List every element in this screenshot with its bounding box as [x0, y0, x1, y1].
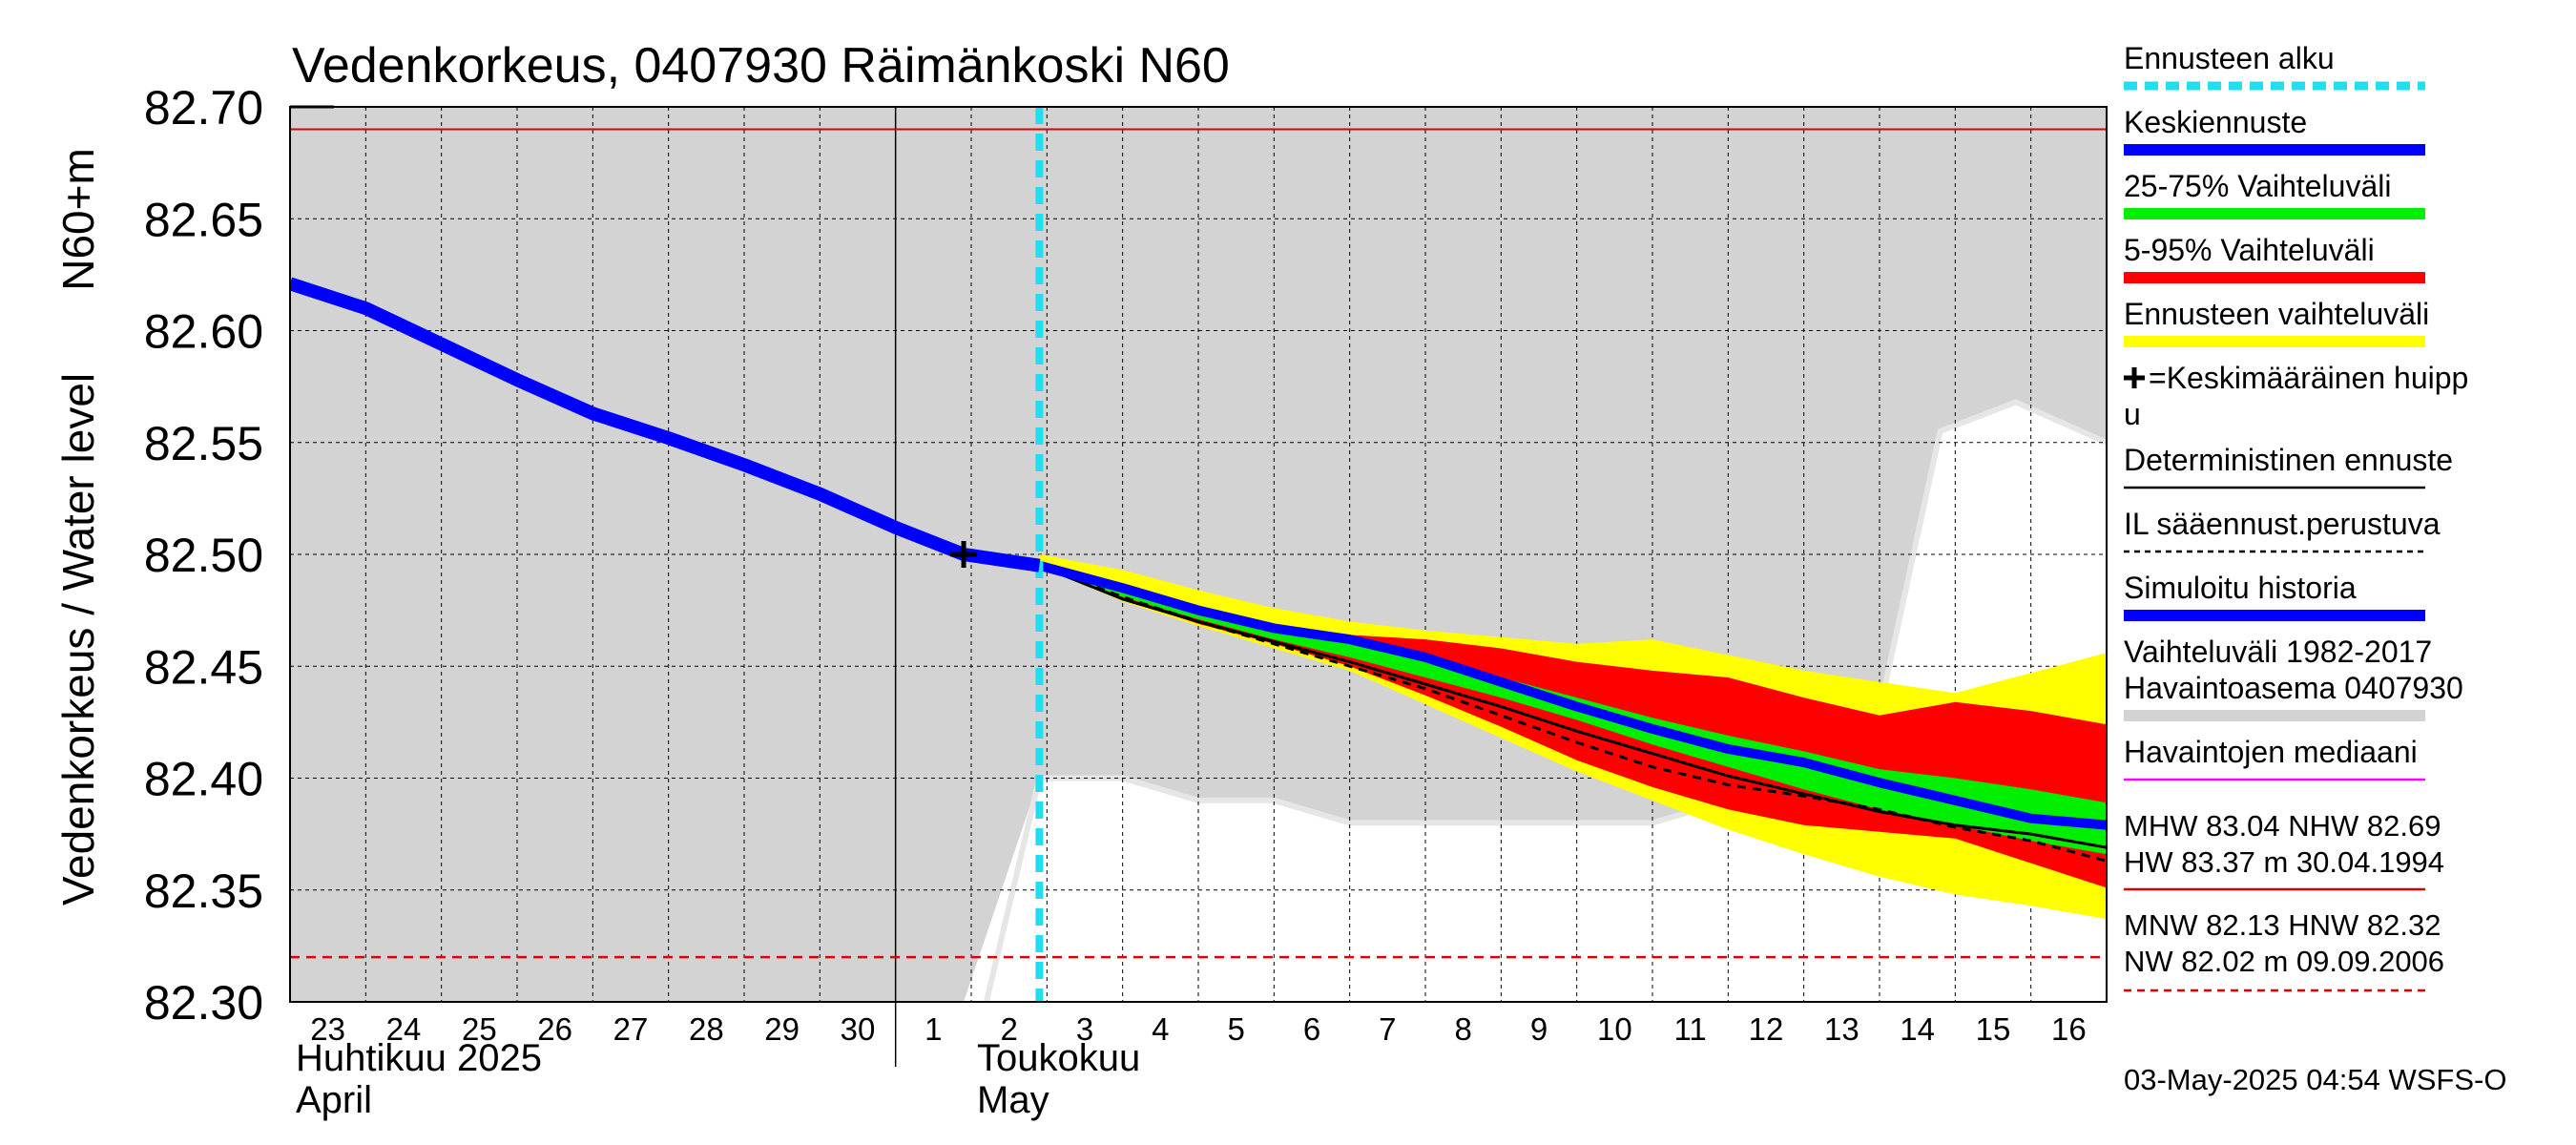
- legend-label: Deterministinen ennuste: [2124, 443, 2453, 477]
- legend-label-wrap: Havaintoasema 0407930: [2124, 671, 2463, 705]
- legend-item-deterministinen: Deterministinen ennuste: [2124, 443, 2453, 489]
- line-il-s-ennust-perustuva: [1038, 564, 2107, 863]
- legend-item-il-saaennuste: IL sääennust.perustuva: [2124, 507, 2441, 553]
- x-tick-label: 6: [1303, 1011, 1320, 1047]
- legend-label: Ennusteen alku: [2124, 41, 2335, 75]
- legend-item-ennusteen-alku: Ennusteen alku: [2124, 41, 2425, 91]
- y-tick-label: 82.50: [144, 529, 263, 582]
- x-tick-label: 12: [1749, 1011, 1784, 1047]
- x-tick-label: 2: [1000, 1011, 1017, 1047]
- y-tick-label: 82.60: [144, 305, 263, 359]
- x-tick-label: 25: [462, 1011, 497, 1047]
- x-tick-label: 14: [1900, 1011, 1935, 1047]
- legend-label: 5-95% Vaihteluväli: [2124, 233, 2375, 267]
- legend-label: Havaintojen mediaani: [2124, 735, 2418, 769]
- legend-item-keskiennuste: Keskiennuste: [2124, 105, 2425, 156]
- y-axis-ticks: 82.30 82.35 82.40 82.45 82.50 82.55 82.60 82.65…: [144, 81, 263, 1030]
- legend-label: Keskiennuste: [2124, 105, 2307, 139]
- x-tick-label: 24: [386, 1011, 422, 1047]
- y-tick-label: 82.65: [144, 193, 263, 246]
- month-label-en: April: [296, 1079, 372, 1121]
- x-tick-label: 16: [2051, 1011, 2087, 1047]
- legend-item-vaihteluvali-5-95: 5-95% Vaihteluväli: [2124, 233, 2425, 283]
- x-tick-label: 27: [613, 1011, 649, 1047]
- line-deterministinen-ennuste: [1038, 564, 2107, 849]
- legend-label: 25-75% Vaihteluväli: [2124, 169, 2391, 203]
- line-keskiennuste: [1038, 560, 2107, 830]
- y-axis-unit-label: N60+m: [53, 148, 103, 291]
- month-label: Toukokuu: [977, 1037, 1140, 1079]
- x-tick-label: 3: [1076, 1011, 1093, 1047]
- x-tick-label: 1: [924, 1011, 942, 1047]
- legend-item-simuloitu-historia: Simuloitu historia: [2124, 571, 2425, 621]
- plot-area: [290, 107, 2107, 1002]
- legend-label: Vaihteluväli 1982-2017: [2124, 635, 2432, 669]
- legend-item-havaintojen-mediaani: Havaintojen mediaani: [2124, 735, 2425, 781]
- y-tick-label: 82.55: [144, 417, 263, 470]
- legend-item-vaihteluvali-historia: Vaihteluväli 1982-2017 Havaintoasema 040…: [2124, 635, 2463, 721]
- x-tick-label: 10: [1597, 1011, 1632, 1047]
- legend-label-wrap: u: [2124, 397, 2141, 431]
- x-tick-label: 28: [689, 1011, 724, 1047]
- x-tick-label: 13: [1824, 1011, 1859, 1047]
- legend-item-vaihteluvali-25-75: 25-75% Vaihteluväli: [2124, 169, 2425, 219]
- y-tick-label: 82.45: [144, 640, 263, 694]
- x-tick-label: 11: [1674, 1011, 1707, 1047]
- simulated-history-line: [290, 277, 1041, 572]
- statistics: MHW 83.04 NHW 82.69 HW 83.37 m 30.04.199…: [2124, 809, 2444, 992]
- legend-label: =Keskimääräinen huipp: [2149, 361, 2468, 395]
- y-tick-label: 82.30: [144, 976, 263, 1030]
- stats-high-line2: HW 83.37 m 30.04.1994: [2124, 845, 2444, 879]
- month-label-en: May: [977, 1079, 1049, 1121]
- x-tick-label: 29: [764, 1011, 800, 1047]
- x-tick-label: 15: [1976, 1011, 2011, 1047]
- legend-label: Simuloitu historia: [2124, 571, 2357, 605]
- x-tick-label: 26: [537, 1011, 572, 1047]
- x-tick-label: 7: [1379, 1011, 1396, 1047]
- observation-median-line: [983, 399, 2107, 1002]
- legend-item-ennusteen-vaihteluvali: Ennusteen vaihteluväli: [2124, 297, 2429, 347]
- stats-low-line2: NW 82.02 m 09.09.2006: [2124, 945, 2444, 978]
- x-axis-ticks: 23 24 25 26 27 28 29 30 1 2 3 4 5 6 7 8 9 10 11 12 13 14 15 16: [310, 1002, 2087, 1067]
- legend: Ennusteen alku Keskiennuste 25-75% Vaihtel…: [2124, 41, 2468, 781]
- stats-high-line1: MHW 83.04 NHW 82.69: [2124, 809, 2441, 843]
- x-tick-label: 8: [1454, 1011, 1471, 1047]
- month-label: Huhtikuu 2025: [296, 1037, 542, 1079]
- stats-low-line1: MNW 82.13 HNW 82.32: [2124, 908, 2441, 942]
- x-tick-label: 23: [310, 1011, 345, 1047]
- legend-label: IL sääennust.perustuva: [2124, 507, 2441, 541]
- plot-frame: [289, 106, 2108, 1003]
- x-tick-label: 9: [1530, 1011, 1548, 1047]
- x-tick-label: 5: [1227, 1011, 1244, 1047]
- mean-peak-marker: [950, 541, 978, 568]
- forecast-lines: [1038, 560, 2107, 863]
- footer-timestamp: 03-May-2025 04:54 WSFS-O: [2124, 1063, 2506, 1096]
- legend-label: Ennusteen vaihteluväli: [2124, 297, 2429, 331]
- y-tick-label: 82.35: [144, 864, 263, 918]
- y-axis-label: Vedenkorkeus / Water level: [53, 373, 103, 906]
- chart-title: Vedenkorkeus, 0407930 Räimänkoski N60: [292, 38, 1230, 94]
- y-tick-label: 82.40: [144, 753, 263, 806]
- y-tick-label: 82.70: [144, 81, 263, 135]
- x-tick-label: 4: [1152, 1011, 1169, 1047]
- x-tick-label: 30: [841, 1011, 876, 1047]
